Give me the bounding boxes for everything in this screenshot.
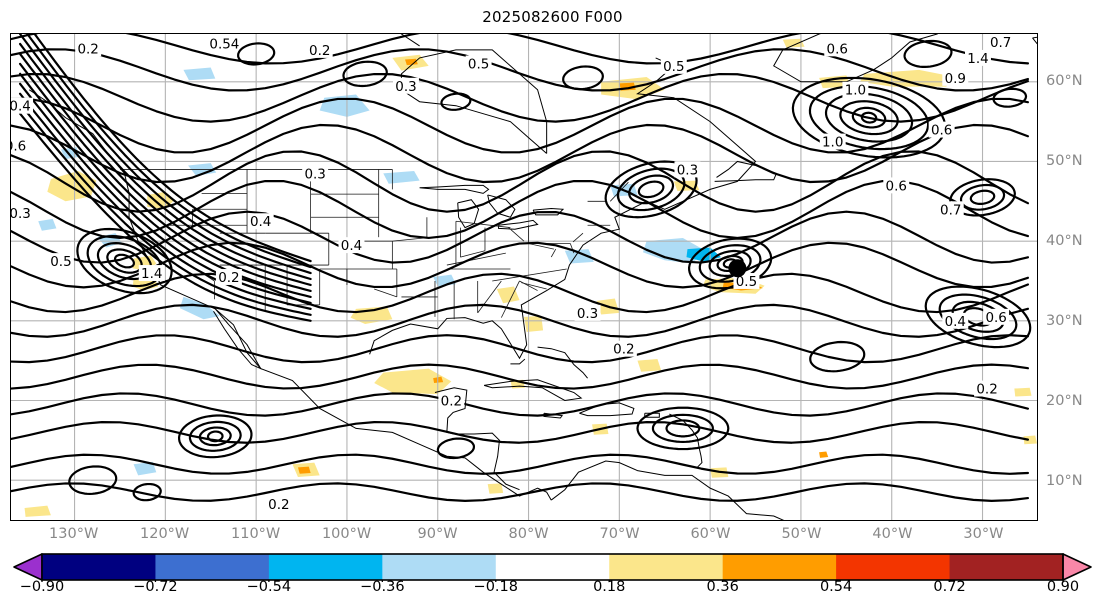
svg-text:0.54: 0.54 [209, 38, 239, 53]
svg-text:0.2: 0.2 [218, 271, 239, 286]
contour-label-layer: 0.20.540.50.50.60.71.01.40.91.00.60.40.6… [11, 34, 1014, 513]
map-canvas: 0.20.540.50.50.60.71.01.40.91.00.60.40.6… [11, 34, 1037, 520]
colorbar-segment-4[interactable] [495, 554, 610, 580]
svg-text:1.4: 1.4 [141, 267, 162, 282]
colorbar-tick-label-0: −0.90 [19, 579, 65, 595]
lon-tick-label-110w: 110°W [230, 526, 281, 542]
map-plot-area[interactable]: 0.20.540.50.50.60.71.01.40.91.00.60.40.6… [10, 33, 1038, 521]
lon-tick-label-70w: 70°W [599, 526, 640, 542]
storm-marker-layer [728, 259, 747, 278]
svg-text:0.2: 0.2 [613, 343, 634, 358]
lon-tick-label-90w: 90°W [417, 526, 458, 542]
svg-text:0.4: 0.4 [250, 215, 271, 230]
svg-text:0.5: 0.5 [736, 275, 757, 290]
contour-layer [11, 34, 1032, 502]
lat-tick-label-40n: 40°N [1046, 233, 1083, 249]
colorbar-tick-label-9: 0.90 [1046, 579, 1080, 595]
svg-text:0.7: 0.7 [940, 203, 961, 218]
colorbar-swatches[interactable] [0, 552, 1105, 582]
svg-text:0.7: 0.7 [990, 36, 1011, 51]
lon-tick-label-30w: 30°W [963, 526, 1004, 542]
svg-text:1.4: 1.4 [967, 52, 988, 67]
lat-tick-label-60n: 60°N [1046, 73, 1083, 89]
colorbar-tick-label-8: 0.72 [933, 579, 966, 595]
lon-tick-label-130w: 130°W [49, 526, 99, 542]
lat-tick-label-50n: 50°N [1046, 153, 1083, 169]
svg-text:0.2: 0.2 [441, 394, 462, 409]
lon-tick-label-50w: 50°W [781, 526, 822, 542]
colorbar-segment-8[interactable] [949, 554, 1064, 580]
colorbar-tick-label-7: 0.54 [819, 579, 853, 595]
svg-text:0.5: 0.5 [663, 60, 684, 75]
svg-text:0.3: 0.3 [677, 163, 698, 178]
svg-text:0.2: 0.2 [268, 498, 289, 513]
svg-text:0.2: 0.2 [77, 42, 98, 57]
svg-text:0.3: 0.3 [395, 80, 416, 95]
svg-text:1.0: 1.0 [822, 136, 843, 151]
colorbar-tick-label-5: 0.18 [593, 579, 626, 595]
colorbar-segment-0[interactable] [42, 554, 156, 580]
svg-text:0.4: 0.4 [11, 100, 31, 115]
svg-text:0.6: 0.6 [827, 42, 848, 57]
colorbar-tick-label-4: −0.18 [473, 579, 518, 595]
svg-text:0.6: 0.6 [931, 124, 952, 139]
svg-text:0.3: 0.3 [304, 167, 325, 182]
colorbar-tick-label-1: −0.72 [133, 579, 178, 595]
colorbar-under-arrow[interactable] [13, 553, 43, 581]
colorbar-tick-label-2: −0.54 [246, 579, 292, 595]
colorbar-segment-3[interactable] [382, 554, 497, 580]
colorbar-tick-label-3: −0.36 [360, 579, 405, 595]
svg-text:0.4: 0.4 [945, 315, 966, 330]
colorbar-tick-label-6: 0.36 [706, 579, 739, 595]
colorbar-segment-1[interactable] [155, 554, 270, 580]
lon-tick-label-60w: 60°W [690, 526, 731, 542]
svg-text:0.6: 0.6 [11, 140, 26, 155]
colorbar-container[interactable]: −0.90 −0.72 −0.54 −0.36 −0.18 0.18 0.36 0.54 0.7… [0, 552, 1105, 615]
svg-text:0.4: 0.4 [341, 239, 362, 254]
svg-text:0.6: 0.6 [985, 311, 1006, 326]
svg-text:0.2: 0.2 [309, 44, 330, 59]
colorbar-over-arrow[interactable] [1062, 553, 1092, 581]
lon-tick-label-40w: 40°W [872, 526, 913, 542]
lon-tick-label-100w: 100°W [321, 526, 372, 542]
svg-text:0.5: 0.5 [50, 255, 71, 270]
colorbar-segment-6[interactable] [722, 554, 837, 580]
svg-text:0.3: 0.3 [11, 207, 31, 222]
page-title: 2025082600 F000 [482, 8, 623, 26]
lat-tick-label-20n: 20°N [1046, 393, 1083, 409]
svg-text:0.2: 0.2 [976, 383, 997, 398]
colorbar-segment-2[interactable] [268, 554, 383, 580]
lat-tick-label-30n: 30°N [1046, 313, 1083, 329]
svg-text:0.6: 0.6 [886, 179, 907, 194]
svg-text:0.9: 0.9 [945, 72, 966, 87]
svg-text:1.0: 1.0 [845, 84, 866, 99]
svg-text:0.5: 0.5 [468, 57, 489, 72]
lon-tick-label-80w: 80°W [508, 526, 549, 542]
lon-tick-label-120w: 120°W [140, 526, 190, 542]
svg-text:0.3: 0.3 [577, 307, 598, 322]
colorbar-segment-5[interactable] [609, 554, 724, 580]
colorbar-segment-7[interactable] [836, 554, 951, 580]
lat-tick-label-10n: 10°N [1046, 473, 1083, 489]
